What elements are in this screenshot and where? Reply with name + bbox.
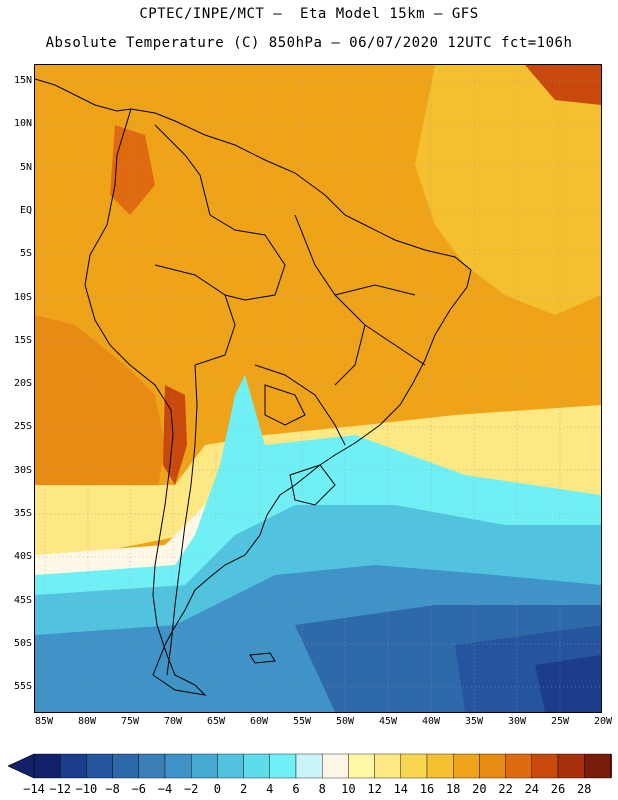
colorbar-swatch [164,753,192,779]
colorbar-tick-label: −6 [131,782,147,796]
lat-label: 10N [13,118,32,130]
colorbar-swatch [86,753,113,779]
colorbar-swatch [33,753,61,779]
colorbar-swatch [505,753,533,779]
border-uruguay [289,464,336,506]
border-paraguay [264,384,306,426]
colorbar-tick-label: −14 [23,782,45,796]
lon-label: 35W [464,716,484,727]
colorbar-swatch [584,753,611,779]
colorbar-tick-label: 8 [318,782,326,796]
field-andes-north [110,125,155,215]
colorbar [8,753,612,779]
lat-label: 15N [13,75,32,86]
lat-label: 5N [19,161,32,173]
colorbar-under-arrow [8,753,35,779]
lon-label: 65W [206,716,226,727]
map-canvas [35,65,601,712]
lon-label: 30W [507,716,527,727]
lon-label: 60W [249,716,269,727]
colorbar-tick-label: 12 [367,782,382,796]
colorbar-swatch [374,753,402,779]
title-line-2: Absolute Temperature (C) 850hPa — 06/07/… [45,35,573,51]
border-brazil-south [254,364,346,446]
colorbar-swatch [60,753,87,779]
title-line-1: CPTEC/INPE/MCT — Eta Model 15km — GFS [139,6,479,22]
colorbar-swatch [453,753,480,779]
colorbar-tick-label: 6 [292,782,300,796]
colorbar-tick-label: 22 [498,782,513,796]
colorbar-swatch [479,753,506,779]
colorbar-swatch [322,753,349,779]
lat-label: 45S [13,594,32,606]
lat-label: 35S [13,508,32,519]
colorbar-tick-label: 0 [213,782,221,796]
lon-label: 70W [163,716,183,727]
central-america-coastline [35,78,132,112]
colorbar-swatch [112,753,139,779]
colorbar-tick-label: 4 [266,782,274,796]
south-america-coastline [84,108,472,696]
colorbar-over-arrow [610,753,612,779]
colorbar-swatch [138,753,166,779]
field-pacific-warm [35,315,165,505]
lon-label: 20W [593,716,613,727]
lat-label: 5S [19,248,32,260]
field-caribbean-hot [525,65,601,105]
lat-label: 50S [13,637,32,649]
lon-label: 80W [77,716,97,727]
coastlines [35,78,472,696]
lat-label: EQ [19,204,32,216]
temperature-map [34,64,602,713]
colorbar-tick-label: 20 [472,782,487,796]
lon-label: 55W [292,716,312,727]
colorbar-tick-label: 16 [419,782,435,796]
lat-label: 20S [13,378,32,390]
colorbar-tick-label: −10 [75,782,98,796]
colorbar-tick-label: 2 [239,782,248,796]
lon-label: 45W [378,716,398,727]
colorbar-swatch [243,753,271,779]
colorbar-tick-label: −2 [183,782,199,796]
colorbar-swatch [295,753,323,779]
lon-label: 75W [120,716,140,727]
colorbar-swatch [190,753,218,779]
field-andes-central [163,385,187,485]
colorbar-swatch [348,753,375,779]
lat-label: 55S [13,681,32,693]
colorbar-tick-label: 10 [341,782,356,796]
lat-label: 10S [13,291,32,303]
lon-label: 25W [550,716,570,727]
lat-label: 25S [13,421,32,433]
colorbar-tick-label: −4 [157,782,173,796]
field-atlantic-warm [415,65,601,315]
brazil-states [294,214,426,386]
lon-label: 50W [335,716,355,727]
border-peru-bolivia [154,264,236,366]
colorbar-tick-label: −12 [49,782,72,796]
border-colombia-venezuela [154,124,211,216]
colorbar-swatch [557,753,585,779]
colorbar-swatch [217,753,244,779]
lon-label: 85W [34,716,54,727]
colorbar-swatch [531,753,559,779]
colorbar-tick-label: 14 [393,782,409,796]
colorbar-tick-label: 28 [576,782,592,796]
border-argentina-chile [166,364,198,676]
falklands [249,652,276,664]
colorbar-tick-label: 24 [524,782,540,796]
colorbar-swatch [426,753,454,779]
field-minus12 [535,655,601,712]
lat-label: 15S [13,334,32,346]
colorbar-tick-label: 18 [445,782,461,796]
lat-label: 30S [13,464,32,476]
lon-label: 40W [421,716,441,727]
lat-label: 40S [13,551,32,563]
border-brazil-west [209,214,286,301]
colorbar-tick-label: −8 [105,782,120,796]
colorbar-tick-label: 26 [550,782,566,796]
colorbar-swatch [269,753,297,779]
colorbar-swatch [400,753,428,779]
